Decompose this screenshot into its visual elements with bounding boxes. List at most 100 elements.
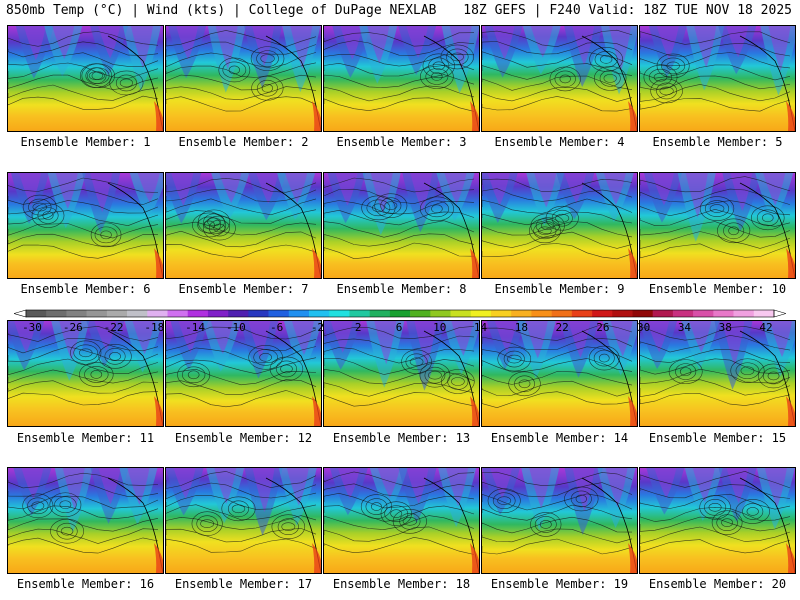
colorbar-segment — [228, 310, 249, 317]
colorbar-segment — [187, 310, 209, 317]
ensemble-member-map — [639, 25, 796, 132]
ensemble-member-map — [481, 25, 638, 132]
colorbar-segment — [612, 310, 633, 317]
ensemble-member-label: Ensemble Member: 3 — [336, 135, 467, 149]
colorbar-segment — [288, 310, 310, 317]
colorbar-segment — [470, 310, 492, 317]
colorbar-tick-label: -26 — [63, 321, 83, 334]
ensemble-member-map — [323, 25, 480, 132]
ensemble-member-map — [323, 467, 480, 574]
colorbar-segment — [207, 310, 229, 317]
ensemble-member-map — [639, 467, 796, 574]
colorbar-tick-label: -6 — [270, 321, 283, 334]
colorbar-segment — [248, 310, 269, 317]
colorbar-segment — [733, 310, 755, 317]
colorbar-tick-label: 10 — [433, 321, 446, 334]
colorbar-segment — [26, 310, 47, 317]
colorbar-segment — [66, 310, 87, 317]
ensemble-member-map — [323, 320, 480, 427]
colorbar-segment — [167, 310, 189, 317]
colorbar-segment — [106, 310, 128, 317]
ensemble-member-map — [481, 320, 638, 427]
colorbar-segment — [268, 310, 290, 317]
map-title: 850mb Temp (°C) | Wind (kts) | College o… — [6, 3, 437, 18]
colorbar-min-arrow — [14, 309, 27, 318]
ensemble-member-map — [165, 172, 322, 279]
colorbar-tick-label: -10 — [226, 321, 246, 334]
ensemble-member-map — [481, 172, 638, 279]
ensemble-member-map — [481, 467, 638, 574]
colorbar-segment — [430, 310, 451, 317]
ensemble-member-label: Ensemble Member: 12 — [174, 431, 313, 445]
ensemble-member-map — [323, 172, 480, 279]
ensemble-member-label: Ensemble Member: 18 — [332, 577, 471, 591]
colorbar-segment — [389, 310, 411, 317]
colorbar-segment — [571, 310, 593, 317]
colorbar-tick-label: 6 — [396, 321, 403, 334]
colorbar-segment — [46, 310, 67, 317]
ensemble-member-map — [639, 172, 796, 279]
colorbar-segment — [652, 310, 674, 317]
ensemble-member-label: Ensemble Member: 10 — [648, 282, 787, 296]
colorbar-segment — [329, 310, 350, 317]
run-valid-time: 18Z GEFS | F240 Valid: 18Z TUE NOV 18 20… — [463, 3, 792, 18]
colorbar-segment — [672, 310, 694, 317]
ensemble-member-map — [165, 467, 322, 574]
colorbar-segment — [713, 310, 734, 317]
colorbar-tick-label: 42 — [759, 321, 772, 334]
ensemble-member-label: Ensemble Member: 2 — [178, 135, 309, 149]
temperature-colorbar: -30 -26 -22 -18 -14 -10 -6 -2 2 6 10 14 18 22 26 30 34 38… — [14, 309, 786, 334]
colorbar-segment — [369, 310, 391, 317]
colorbar-tick-label: -22 — [104, 321, 124, 334]
ensemble-member-map — [165, 25, 322, 132]
colorbar-segment — [632, 310, 654, 317]
colorbar-tick-label: 2 — [355, 321, 362, 334]
ensemble-member-label: Ensemble Member: 6 — [20, 282, 151, 296]
ensemble-member-map — [7, 172, 164, 279]
colorbar-tick-label: -2 — [311, 321, 324, 334]
ensemble-member-map — [7, 25, 164, 132]
colorbar-tick-label: 26 — [596, 321, 609, 334]
ensemble-member-label: Ensemble Member: 13 — [332, 431, 471, 445]
colorbar-tick-label: 18 — [515, 321, 528, 334]
colorbar-segment — [309, 310, 330, 317]
ensemble-member-label: Ensemble Member: 20 — [648, 577, 787, 591]
ensemble-member-label: Ensemble Member: 15 — [648, 431, 787, 445]
colorbar-segment — [490, 310, 512, 317]
ensemble-member-label: Ensemble Member: 1 — [20, 135, 151, 149]
colorbar-tick-label: 22 — [555, 321, 568, 334]
colorbar-tick-label: -30 — [22, 321, 42, 334]
ensemble-member-map — [165, 320, 322, 427]
ensemble-member-label: Ensemble Member: 19 — [490, 577, 629, 591]
colorbar-segment — [86, 310, 108, 317]
ensemble-member-label: Ensemble Member: 17 — [174, 577, 313, 591]
ensemble-member-label: Ensemble Member: 8 — [336, 282, 467, 296]
colorbar-segment — [693, 310, 714, 317]
ensemble-member-label: Ensemble Member: 5 — [652, 135, 783, 149]
colorbar-tick-label: 38 — [719, 321, 732, 334]
ensemble-member-label: Ensemble Member: 7 — [178, 282, 309, 296]
colorbar-segment — [511, 310, 532, 317]
ensemble-member-label: Ensemble Member: 14 — [490, 431, 629, 445]
colorbar-segment — [450, 310, 472, 317]
ensemble-member-label: Ensemble Member: 4 — [494, 135, 625, 149]
ensemble-member-label: Ensemble Member: 9 — [494, 282, 625, 296]
colorbar-tick-label: 34 — [678, 321, 692, 334]
ensemble-member-label: Ensemble Member: 11 — [16, 431, 155, 445]
colorbar-segment — [349, 310, 370, 317]
ensemble-member-label: Ensemble Member: 16 — [16, 577, 155, 591]
colorbar-tick-label: -14 — [185, 321, 205, 334]
ensemble-member-map — [639, 320, 796, 427]
ensemble-member-map — [7, 320, 164, 427]
colorbar-segment — [127, 310, 148, 317]
colorbar-segment — [592, 310, 613, 317]
colorbar-tick-label: 14 — [474, 321, 488, 334]
colorbar-segment — [147, 310, 168, 317]
colorbar-max-arrow — [773, 309, 786, 318]
ensemble-member-map — [7, 467, 164, 574]
colorbar-segment — [531, 310, 552, 317]
colorbar-tick-label: 30 — [637, 321, 650, 334]
colorbar-segment — [410, 310, 431, 317]
colorbar-tick-label: -18 — [144, 321, 164, 334]
colorbar-segment — [551, 310, 573, 317]
